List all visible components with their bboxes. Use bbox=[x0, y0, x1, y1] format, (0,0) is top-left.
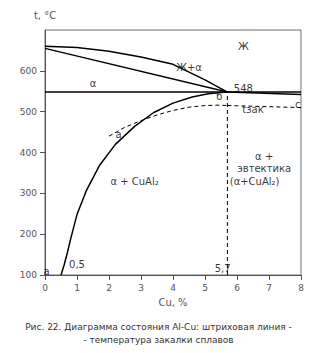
svg-text:Ж+α: Ж+α bbox=[176, 62, 202, 73]
svg-text:Ж: Ж bbox=[238, 41, 249, 52]
svg-text:c: c bbox=[295, 99, 301, 110]
svg-text:Cu, %: Cu, % bbox=[158, 297, 187, 308]
svg-text:tзак: tзак bbox=[242, 104, 263, 115]
svg-text:t, °C: t, °C bbox=[34, 10, 56, 21]
svg-text:3: 3 bbox=[138, 283, 144, 293]
svg-text:- температура закалки сплавов: - температура закалки сплавов bbox=[83, 335, 233, 345]
svg-text:α + CuAl₂: α + CuAl₂ bbox=[110, 176, 158, 187]
svg-text:a: a bbox=[44, 266, 50, 277]
svg-text:5,7: 5,7 bbox=[215, 263, 231, 274]
svg-text:1: 1 bbox=[74, 283, 80, 293]
svg-text:а: а bbox=[116, 129, 122, 140]
svg-text:500: 500 bbox=[20, 107, 37, 117]
svg-text:400: 400 bbox=[20, 148, 37, 158]
svg-text:548: 548 bbox=[234, 83, 253, 94]
svg-text:6: 6 bbox=[234, 283, 240, 293]
svg-text:α: α bbox=[90, 78, 97, 89]
svg-text:0: 0 bbox=[42, 283, 48, 293]
svg-text:7: 7 bbox=[266, 283, 272, 293]
svg-text:2: 2 bbox=[106, 283, 112, 293]
svg-text:8: 8 bbox=[298, 283, 304, 293]
svg-text:0,5: 0,5 bbox=[69, 259, 85, 270]
svg-text:4: 4 bbox=[170, 283, 176, 293]
svg-text:эвтектика: эвтектика bbox=[237, 163, 291, 174]
svg-text:200: 200 bbox=[20, 229, 37, 239]
svg-text:600: 600 bbox=[20, 66, 37, 76]
svg-text:б: б bbox=[216, 91, 222, 102]
svg-text:100: 100 bbox=[20, 270, 37, 280]
svg-text:Рис. 22. Диаграмма состояния A: Рис. 22. Диаграмма состояния Al-Cu: штри… bbox=[25, 322, 292, 332]
svg-text:5: 5 bbox=[202, 283, 208, 293]
svg-text:(α+CuAl₂): (α+CuAl₂) bbox=[230, 176, 280, 187]
svg-text:α +: α + bbox=[255, 151, 273, 162]
svg-text:300: 300 bbox=[20, 188, 37, 198]
